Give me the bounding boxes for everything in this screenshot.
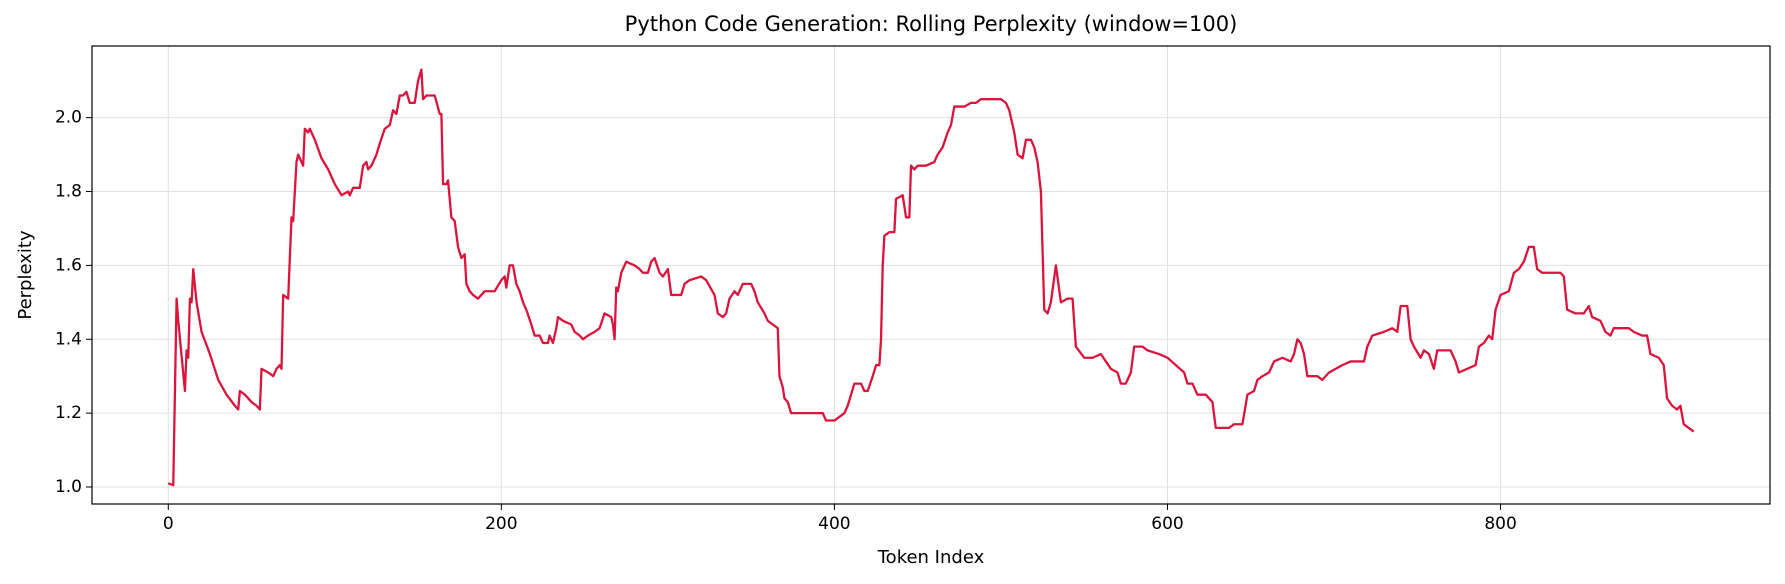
y-tick-label: 1.6 bbox=[55, 255, 82, 275]
y-axis-label: Perplexity bbox=[15, 230, 36, 320]
plot-frame bbox=[91, 45, 1771, 505]
y-tick-label: 1.8 bbox=[55, 182, 82, 202]
x-tick-label: 0 bbox=[163, 514, 174, 534]
y-tick-label: 1.2 bbox=[55, 403, 82, 423]
x-tick-label: 600 bbox=[1151, 514, 1183, 534]
x-tick-label: 400 bbox=[818, 514, 850, 534]
x-tick-label: 800 bbox=[1484, 514, 1516, 534]
x-axis-label: Token Index bbox=[877, 547, 985, 568]
chart-title: Python Code Generation: Rolling Perplexi… bbox=[625, 12, 1238, 36]
y-tick-label: 2.0 bbox=[55, 108, 82, 128]
y-tick-label: 1.4 bbox=[55, 329, 82, 349]
data-line bbox=[167, 68, 1695, 487]
x-tick-label: 200 bbox=[485, 514, 517, 534]
y-tick-label: 1.0 bbox=[55, 477, 82, 497]
